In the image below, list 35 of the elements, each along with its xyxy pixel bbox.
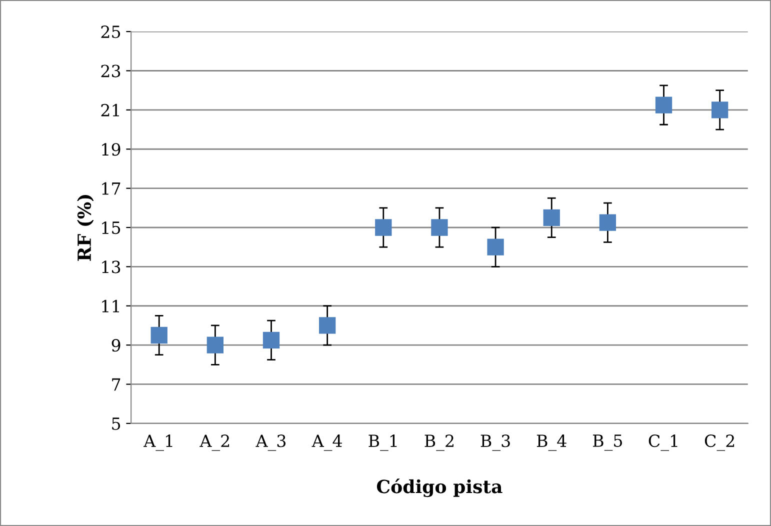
x-tick-label: A_4 <box>312 434 342 451</box>
point <box>712 102 728 118</box>
x-tick-label: C_2 <box>704 434 734 451</box>
x-tick-label: B_5 <box>593 434 622 451</box>
x-tick-label: A_2 <box>200 434 230 451</box>
y-axis-title: RF (%) <box>77 195 94 261</box>
x-tick-label: A_3 <box>256 434 286 451</box>
point <box>487 238 504 256</box>
x-tick-label: B_3 <box>480 434 510 451</box>
x-axis-title: Código pista <box>376 478 502 498</box>
point <box>431 219 448 236</box>
x-tick-label: A_1 <box>144 434 172 451</box>
y-tick-label: 15 <box>102 221 120 234</box>
point <box>655 96 672 114</box>
y-tick-label: 25 <box>101 26 120 38</box>
point <box>318 317 336 334</box>
y-tick-label: 13 <box>102 260 120 274</box>
x-tick-label: B_1 <box>368 434 397 451</box>
y-tick-label: 9 <box>112 339 120 352</box>
x-tick-label: B_2 <box>424 434 454 451</box>
y-tick-label: 17 <box>102 182 120 195</box>
point <box>599 214 616 231</box>
y-tick-label: 21 <box>101 104 119 116</box>
x-tick-label: B_4 <box>536 434 566 451</box>
y-tick-label: 11 <box>102 300 119 312</box>
y-tick-label: 5 <box>112 418 120 430</box>
y-tick-label: 7 <box>112 378 120 391</box>
point <box>150 326 168 344</box>
point <box>206 336 224 354</box>
point <box>375 219 392 236</box>
point <box>262 332 280 348</box>
y-tick-label: 19 <box>102 143 120 156</box>
point <box>543 209 560 226</box>
x-tick-label: C_1 <box>648 434 678 451</box>
y-tick-label: 23 <box>101 64 120 78</box>
